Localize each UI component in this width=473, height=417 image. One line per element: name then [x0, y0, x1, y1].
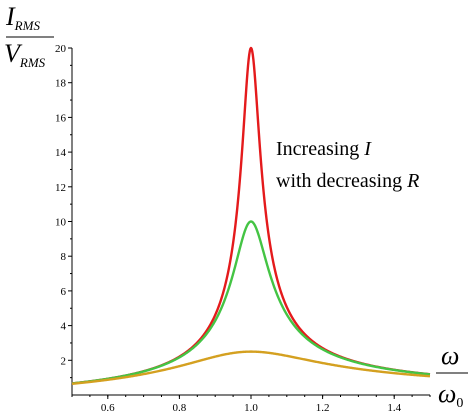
y-tick-label: 6: [61, 286, 67, 298]
x-axis-label: ω ω0: [436, 341, 468, 411]
y-tick-label: 16: [55, 112, 67, 124]
curve-series-2: [71, 220, 431, 385]
curve-series-1: [71, 46, 431, 385]
svg-text:ω0: ω0: [438, 379, 463, 411]
y-label-denominator-sub: RMS: [19, 55, 46, 70]
x-tick-label: 0.8: [173, 402, 187, 414]
x-tick-label: 0.6: [101, 402, 115, 414]
svg-text:with decreasing R: with decreasing R: [276, 170, 419, 192]
svg-text:Increasing I: Increasing I: [276, 138, 372, 160]
x-tick-label: 1.4: [387, 402, 401, 414]
x-tick-label: 1.2: [316, 402, 330, 414]
annotation-line2-text: with decreasing: [276, 170, 407, 192]
annotation-line2-var: R: [406, 170, 419, 192]
y-label-denominator: V: [4, 39, 23, 68]
svg-text:VRMS: VRMS: [4, 39, 46, 70]
y-tick-label: 2: [61, 355, 67, 367]
curve-series-3: [71, 350, 431, 386]
annotation-line1-text: Increasing: [276, 138, 364, 160]
y-tick-label: 20: [55, 43, 67, 55]
y-tick-label: 4: [61, 321, 67, 333]
svg-text:IRMS: IRMS: [5, 2, 40, 33]
y-label-numerator: I: [5, 2, 16, 31]
y-tick-label: 10: [55, 217, 67, 229]
y-axis-label: IRMS VRMS: [4, 2, 54, 70]
y-ticks: 2 4 6 8 10 12 14 16 18 20: [55, 43, 72, 379]
x-label-denominator-sub: 0: [456, 396, 463, 411]
x-tick-label: 1.0: [244, 402, 258, 414]
y-tick-label: 18: [55, 78, 67, 90]
x-label-denominator: ω: [438, 379, 456, 408]
y-label-numerator-sub: RMS: [14, 18, 41, 33]
y-tick-label: 8: [61, 251, 67, 263]
x-ticks: 0.6 0.8 1.0 1.2 1.4: [71, 395, 431, 414]
x-label-numerator: ω: [441, 341, 459, 370]
y-tick-label: 12: [55, 182, 66, 194]
annotation: Increasing I with decreasing R: [276, 138, 419, 192]
y-tick-label: 14: [55, 147, 67, 159]
curves: [71, 46, 431, 386]
annotation-line1-var: I: [363, 138, 372, 160]
